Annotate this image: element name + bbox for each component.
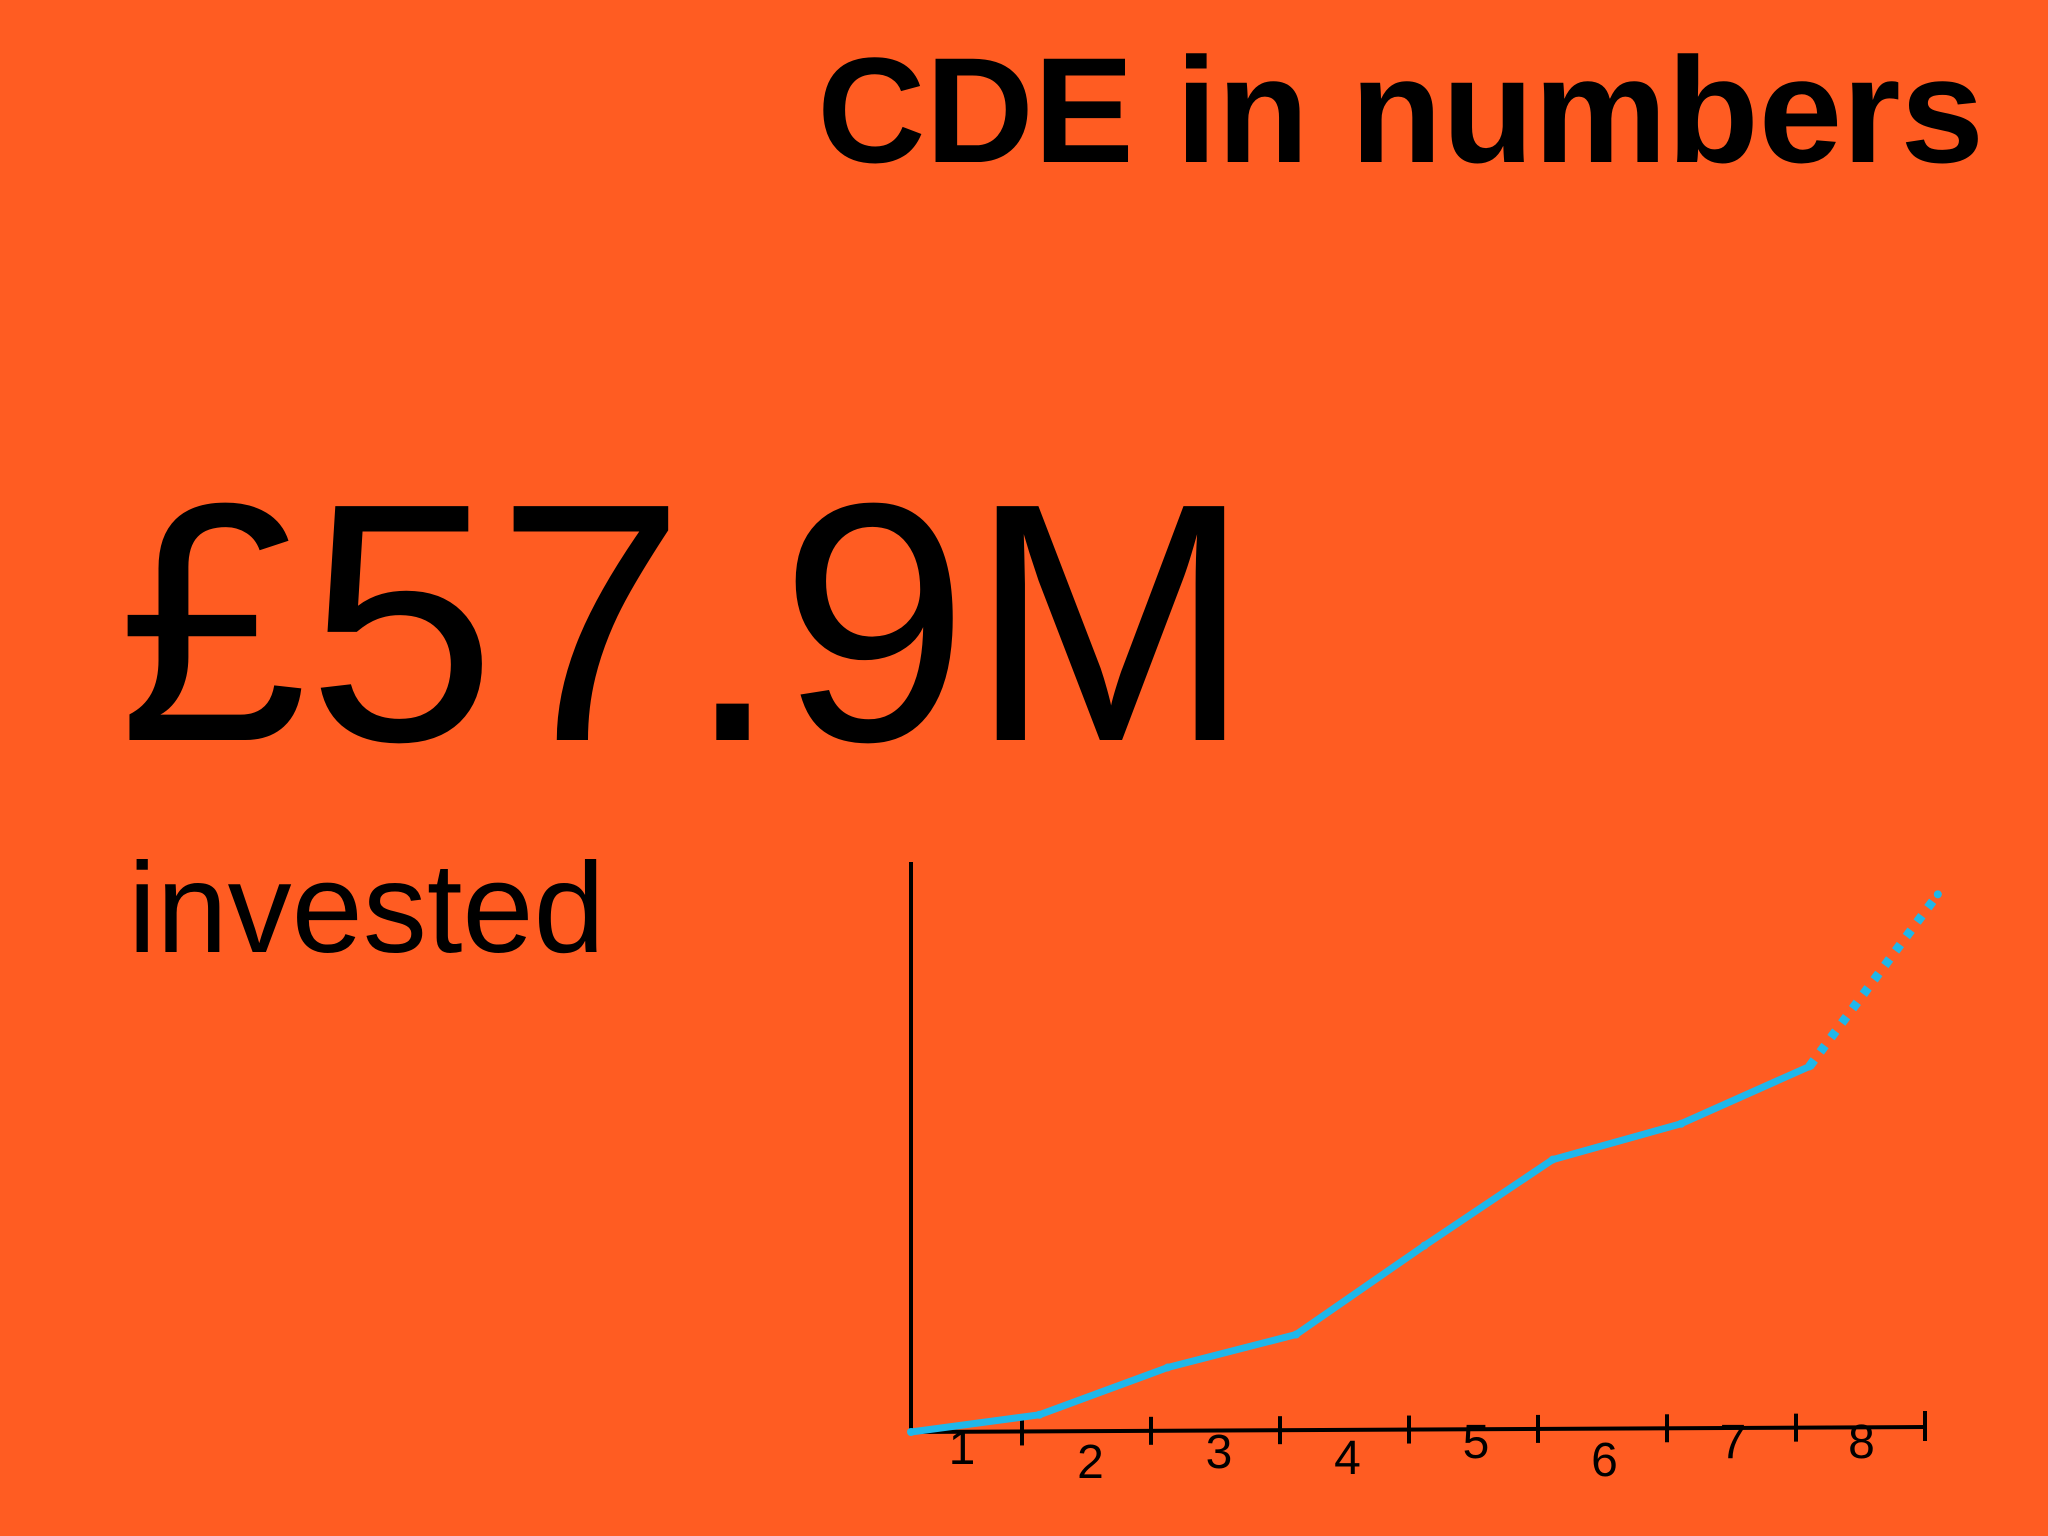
x-tick-label: 6 (1591, 1434, 1618, 1487)
x-tick-label: 4 (1334, 1432, 1361, 1485)
x-axis (910, 1425, 1926, 1434)
data-point (1933, 890, 1942, 899)
data-point (1292, 1330, 1301, 1339)
headline-value: £57.9M (118, 433, 1253, 813)
x-tick-label: 3 (1206, 1426, 1233, 1479)
x-tick-label: 2 (1077, 1436, 1104, 1489)
series-line-actual (907, 1062, 1813, 1436)
x-tick-label: 7 (1720, 1416, 1747, 1469)
data-point (1677, 1119, 1686, 1128)
x-tick-label: 1 (949, 1422, 976, 1475)
data-point (1805, 1062, 1814, 1071)
data-point (1548, 1155, 1557, 1164)
slide-title: CDE in numbers (817, 26, 1984, 194)
data-point (907, 1428, 915, 1436)
x-tick-label: 5 (1463, 1416, 1490, 1469)
headline-label: invested (128, 837, 605, 980)
data-point (1163, 1363, 1172, 1372)
series-line-projected (1805, 891, 1942, 1070)
data-point (1035, 1410, 1044, 1419)
data-point (1420, 1241, 1429, 1250)
x-tick-label: 8 (1848, 1416, 1875, 1469)
